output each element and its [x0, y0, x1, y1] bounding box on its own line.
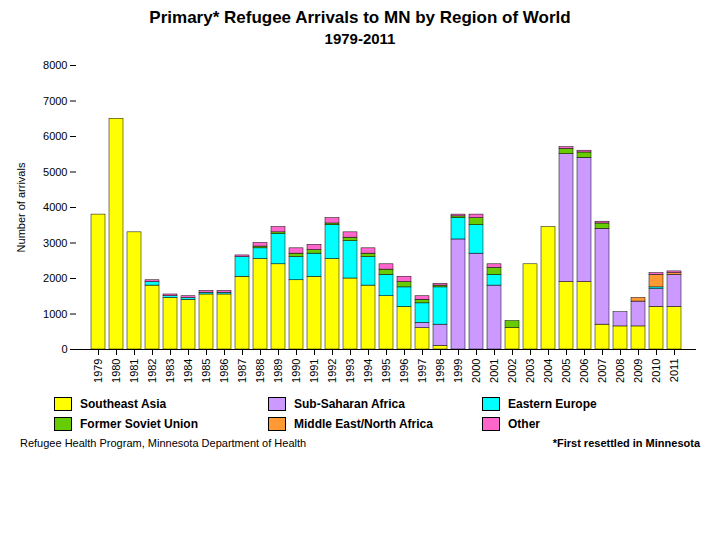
svg-text:5000: 5000 [43, 166, 67, 178]
svg-text:1986: 1986 [218, 359, 230, 383]
svg-text:Number of arrivals: Number of arrivals [15, 162, 27, 252]
svg-text:2001: 2001 [488, 359, 500, 383]
svg-text:1979: 1979 [92, 359, 104, 383]
html-text:Middle East/North Africa: Middle East/North Africa [294, 417, 433, 431]
svg-text:1988: 1988 [254, 359, 266, 383]
html-text:Other: Other [508, 417, 540, 431]
svg-text:1984: 1984 [182, 359, 194, 383]
svg-text:2002: 2002 [506, 359, 518, 383]
svg-text:1999: 1999 [452, 359, 464, 383]
svg-text:6000: 6000 [43, 130, 67, 142]
svg-text:2003: 2003 [524, 359, 536, 383]
svg-text:2010: 2010 [650, 359, 662, 383]
svg-text:1994: 1994 [362, 359, 374, 383]
svg-text:2011: 2011 [668, 359, 680, 383]
svg-text:2000: 2000 [470, 359, 482, 383]
svg-text:4000: 4000 [43, 201, 67, 213]
svg-text:1991: 1991 [308, 359, 320, 383]
html-text:Primary* Refugee Arrivals to M: Primary* Refugee Arrivals to MN by Regio… [149, 8, 571, 27]
svg-text:1983: 1983 [164, 359, 176, 383]
svg-text:2008: 2008 [614, 359, 626, 383]
svg-text:3000: 3000 [43, 237, 67, 249]
html-text:1979-2011: 1979-2011 [324, 30, 396, 47]
html-text:Southeast Asia: Southeast Asia [80, 397, 167, 411]
html-text:Former Soviet Union: Former Soviet Union [80, 417, 198, 431]
svg-text:7000: 7000 [43, 95, 67, 107]
svg-text:1989: 1989 [272, 359, 284, 383]
svg-text:1996: 1996 [398, 359, 410, 383]
html-text:*First resettled in Minnesota: *First resettled in Minnesota [552, 437, 700, 449]
svg-text:1981: 1981 [128, 359, 140, 383]
svg-text:2005: 2005 [560, 359, 572, 383]
html-text:Sub-Saharan Africa: Sub-Saharan Africa [294, 397, 405, 411]
svg-text:2009: 2009 [632, 359, 644, 383]
svg-text:1995: 1995 [380, 359, 392, 383]
html-text:Refugee Health Program, Minnes: Refugee Health Program, Minnesota Depart… [20, 437, 307, 449]
svg-text:2007: 2007 [596, 359, 608, 383]
svg-text:2000: 2000 [43, 272, 67, 284]
svg-text:1982: 1982 [146, 359, 158, 383]
svg-text:1992: 1992 [326, 359, 338, 383]
svg-text:1997: 1997 [416, 359, 428, 383]
svg-text:1993: 1993 [344, 359, 356, 383]
svg-text:1998: 1998 [434, 359, 446, 383]
svg-text:1990: 1990 [290, 359, 302, 383]
svg-text:1985: 1985 [200, 359, 212, 383]
svg-text:1980: 1980 [110, 359, 122, 383]
svg-text:2006: 2006 [578, 359, 590, 383]
html-text:Eastern Europe: Eastern Europe [508, 397, 597, 411]
svg-text:1987: 1987 [236, 359, 248, 383]
svg-text:2004: 2004 [542, 359, 554, 383]
svg-text:1000: 1000 [43, 308, 67, 320]
svg-text:8000: 8000 [43, 59, 67, 71]
svg-text:0: 0 [61, 343, 67, 355]
